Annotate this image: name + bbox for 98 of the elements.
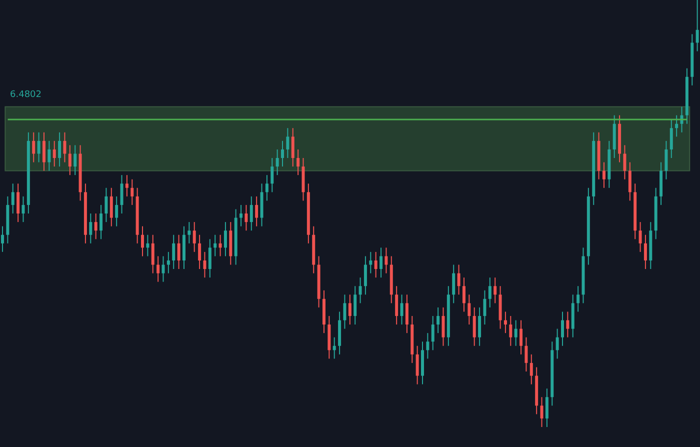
candlestick [270, 157, 274, 193]
candlestick [42, 132, 46, 172]
candlestick [696, 0, 699, 52]
candlestick [431, 315, 434, 351]
candlestick [58, 132, 62, 168]
candlestick [426, 332, 430, 360]
candlestick [566, 311, 570, 338]
candlestick [623, 144, 626, 180]
candlestick [208, 238, 212, 278]
candlestick [405, 294, 408, 334]
candlestick [192, 222, 196, 252]
candlestick [276, 148, 279, 176]
candlestick [540, 396, 544, 427]
candlestick [172, 234, 176, 270]
candlestick [364, 256, 367, 296]
annotation: 6.4802 [10, 90, 42, 100]
candlestick [530, 354, 533, 385]
candlestick [436, 306, 440, 334]
candlestick [644, 234, 647, 270]
candlestick [240, 204, 243, 227]
candlestick [16, 183, 20, 223]
candlestick [265, 174, 268, 202]
candlestick [177, 234, 180, 270]
candlestick [457, 264, 460, 296]
candlestick [37, 132, 40, 163]
candlestick [296, 148, 300, 176]
candlestick [354, 286, 357, 326]
candlestick [374, 251, 378, 278]
candlestick [281, 140, 284, 168]
candlestick [520, 320, 523, 355]
candlestick [332, 336, 336, 360]
candlestick [670, 119, 673, 158]
candlestick [63, 132, 66, 163]
candlestick [156, 256, 160, 282]
candlestick [74, 144, 77, 176]
candlestick [509, 315, 512, 346]
candlestick [468, 294, 471, 326]
candlestick [203, 251, 206, 278]
candlestick [162, 256, 165, 282]
candlestick [462, 277, 466, 312]
candlestick [198, 234, 202, 270]
candlestick [472, 306, 476, 346]
candlestick [343, 294, 346, 330]
candlestick [395, 286, 398, 326]
candlestick [244, 204, 248, 232]
candlestick [638, 222, 642, 252]
candlestick [416, 345, 419, 385]
candlestick [358, 277, 362, 304]
candlestick [188, 222, 191, 244]
candlestick [68, 144, 72, 176]
candlestick [488, 277, 492, 308]
candlestick [452, 264, 456, 304]
candlestick [504, 311, 507, 334]
candlestick [628, 162, 632, 202]
candlestick [348, 294, 352, 326]
candlestick [255, 196, 258, 227]
candlestick [52, 140, 56, 168]
candlestick [369, 251, 372, 274]
candlestick [483, 290, 486, 326]
candlestick [1, 226, 4, 252]
candlestick [545, 388, 548, 427]
candlestick [48, 140, 51, 172]
candlestick [478, 306, 482, 346]
candlestick [400, 294, 404, 326]
candlestick [675, 114, 678, 138]
candlestick [151, 234, 154, 274]
candlestick [561, 311, 564, 346]
candlestick [214, 234, 217, 257]
candlestick [120, 174, 124, 214]
candlestick [224, 222, 227, 257]
candlestick [115, 196, 118, 227]
candlestick [11, 183, 14, 214]
candlestick [524, 336, 528, 372]
candlestick [384, 247, 388, 274]
candlestick [602, 162, 606, 188]
candlestick [576, 286, 580, 312]
candlestick [556, 328, 559, 360]
candlestick [250, 196, 253, 232]
candlestick [286, 128, 290, 158]
candlestick [110, 187, 113, 227]
candlestick [291, 128, 294, 168]
candlestick [380, 247, 383, 278]
candlestick [100, 204, 103, 240]
candlestick [166, 251, 170, 274]
candlestick [22, 196, 25, 223]
candlestick [218, 234, 222, 257]
candlestick [104, 187, 108, 223]
candlestick [125, 174, 128, 197]
candlestick [442, 306, 445, 346]
candlestick [146, 234, 150, 257]
candlestick [130, 178, 134, 206]
candlestick [89, 213, 92, 244]
candlestick [94, 213, 98, 240]
candlestick [141, 226, 144, 257]
candlestick [32, 132, 36, 163]
candlestick [494, 277, 497, 304]
candlestick [514, 320, 518, 346]
candlestick [664, 140, 668, 180]
